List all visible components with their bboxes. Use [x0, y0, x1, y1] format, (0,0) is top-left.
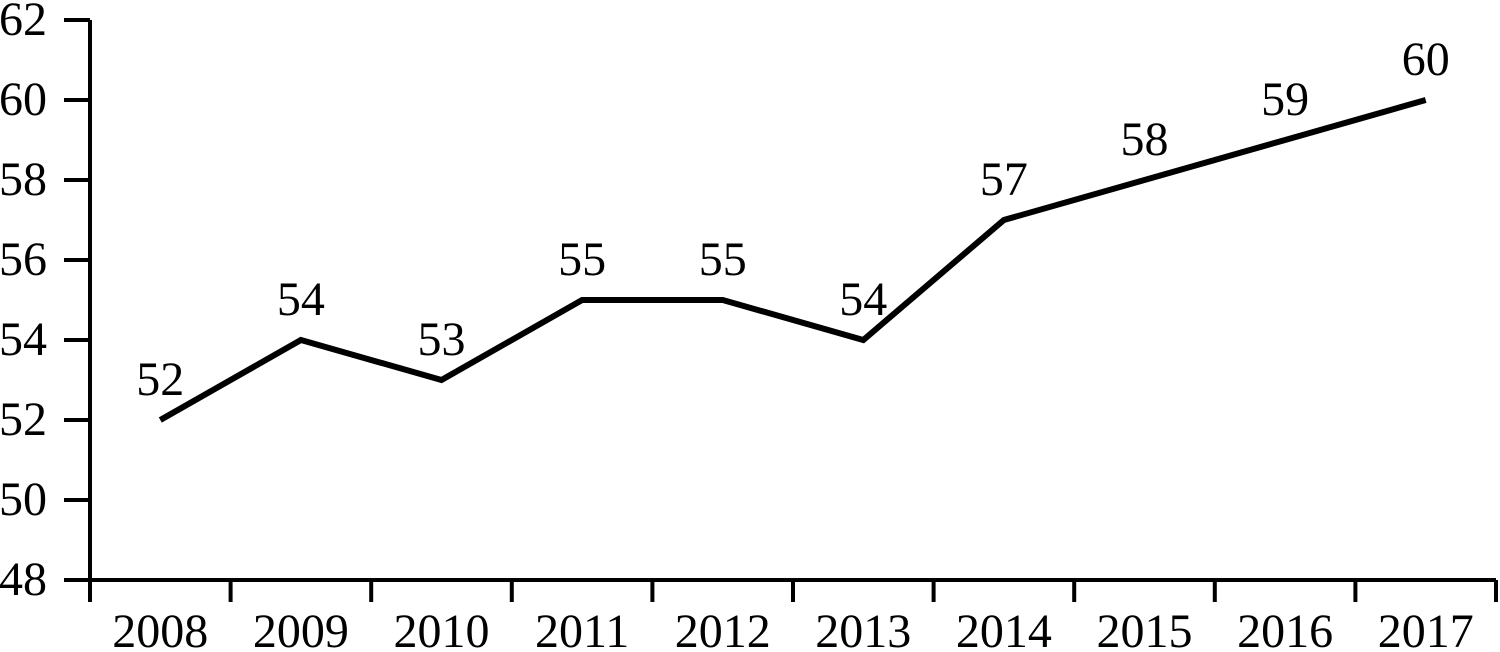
x-tick-label: 2013 — [815, 605, 911, 652]
y-tick-label: 58 — [0, 153, 47, 206]
y-tick-label: 52 — [0, 393, 47, 446]
x-tick-label: 2011 — [535, 605, 629, 652]
data-point-label: 59 — [1261, 73, 1309, 126]
x-tick-label: 2012 — [675, 605, 771, 652]
x-tick-label: 2014 — [956, 605, 1052, 652]
x-tick-label: 2017 — [1378, 605, 1474, 652]
data-point-label: 54 — [277, 273, 325, 326]
data-point-label: 58 — [1121, 113, 1169, 166]
x-tick-label: 2016 — [1237, 605, 1333, 652]
data-point-labels: 52 54 53 55 55 54 57 58 59 60 — [136, 33, 1449, 406]
x-tick-label: 2008 — [112, 605, 208, 652]
data-series — [158, 97, 1427, 423]
data-point-label: 54 — [839, 273, 887, 326]
y-tick-label: 50 — [0, 473, 47, 526]
x-tick-label: 2015 — [1097, 605, 1193, 652]
y-tick-label: 60 — [0, 73, 47, 126]
data-point-label: 55 — [699, 233, 747, 286]
y-tick-label: 56 — [0, 233, 47, 286]
data-point-label: 55 — [558, 233, 606, 286]
x-axis-tick-labels: 2008 2009 2010 2011 2012 2013 2014 2015 2016 2017 — [112, 605, 1473, 652]
y-axis-tick-labels: 48 50 52 54 56 58 60 62 — [0, 0, 47, 606]
data-point-label: 57 — [980, 153, 1028, 206]
series-line — [158, 97, 1427, 423]
y-tick-label: 54 — [0, 313, 47, 366]
x-axis-ticks — [88, 580, 1498, 602]
y-tick-label: 62 — [0, 0, 47, 46]
x-tick-label: 2009 — [253, 605, 349, 652]
x-tick-label: 2010 — [394, 605, 490, 652]
data-point-label: 60 — [1402, 33, 1450, 86]
y-tick-label: 48 — [0, 553, 47, 606]
y-axis-ticks — [64, 18, 90, 582]
data-point-label: 52 — [136, 353, 184, 406]
data-point-label: 53 — [418, 313, 466, 366]
